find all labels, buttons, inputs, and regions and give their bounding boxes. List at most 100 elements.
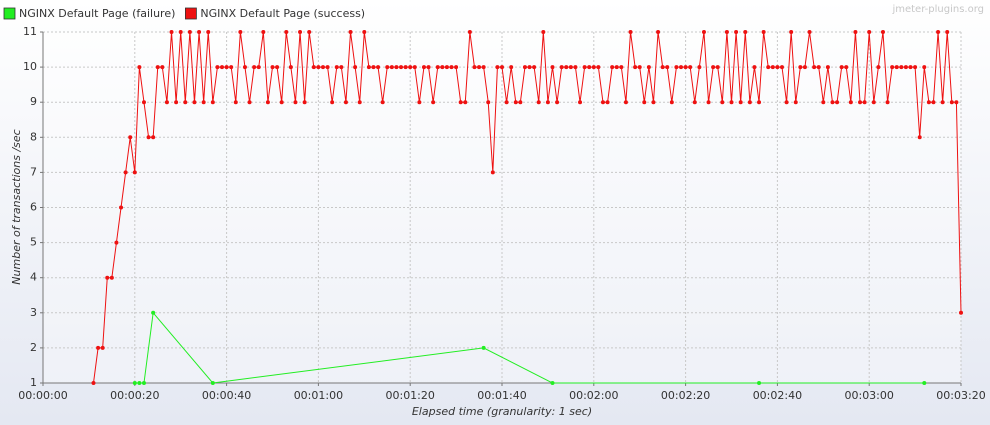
data-point: [894, 65, 899, 70]
data-point: [766, 65, 771, 70]
data-point: [899, 65, 904, 70]
data-point: [784, 100, 789, 105]
data-point: [458, 100, 463, 105]
data-point: [320, 65, 325, 70]
data-point: [481, 65, 486, 70]
data-point: [802, 65, 807, 70]
data-point: [206, 30, 211, 34]
data-point: [559, 65, 564, 70]
data-point: [105, 275, 110, 280]
data-point: [660, 65, 665, 70]
data-point: [477, 65, 482, 70]
data-point: [357, 100, 362, 105]
data-point: [637, 65, 642, 70]
data-point: [697, 65, 702, 70]
data-point: [954, 100, 959, 105]
data-point: [568, 65, 573, 70]
legend-label: NGINX Default Page (failure): [19, 7, 175, 20]
data-point: [495, 65, 500, 70]
data-point: [591, 65, 596, 70]
data-point: [701, 30, 706, 34]
x-tick-label: 00:02:00: [569, 389, 618, 402]
data-point: [761, 30, 766, 34]
data-point: [922, 381, 927, 385]
data-point: [536, 100, 541, 105]
data-point: [720, 100, 725, 105]
data-point: [412, 65, 417, 70]
data-point: [220, 65, 225, 70]
watermark: jmeter-plugins.org: [891, 4, 984, 15]
data-point: [555, 100, 560, 105]
data-point: [481, 345, 486, 350]
data-point: [123, 170, 128, 175]
data-point: [669, 100, 674, 105]
data-point: [913, 65, 918, 70]
data-point: [779, 65, 784, 70]
series-line: [92, 31, 962, 384]
data-point: [830, 100, 835, 105]
data-point: [187, 30, 192, 34]
data-point: [936, 30, 941, 34]
x-tick-label: 00:01:20: [385, 389, 434, 402]
data-point: [472, 65, 477, 70]
data-point: [242, 65, 247, 70]
data-point: [449, 65, 454, 70]
data-point: [619, 65, 624, 70]
data-point: [651, 100, 656, 105]
y-tick-label: 2: [30, 341, 37, 354]
data-point: [330, 100, 335, 105]
data-point: [151, 135, 156, 140]
data-point: [683, 65, 688, 70]
data-point: [642, 100, 647, 105]
data-point: [137, 65, 142, 70]
y-tick-label: 6: [30, 201, 37, 214]
data-point: [945, 30, 950, 34]
data-point: [132, 170, 137, 175]
data-point: [600, 100, 605, 105]
data-point: [431, 100, 436, 105]
data-point: [605, 100, 610, 105]
data-point: [284, 30, 289, 34]
data-point: [174, 100, 179, 105]
data-point: [270, 65, 275, 70]
data-point: [100, 345, 105, 350]
data-point: [527, 65, 532, 70]
data-point: [821, 100, 826, 105]
data-point: [940, 100, 945, 105]
data-point: [293, 100, 298, 105]
data-point: [256, 65, 261, 70]
data-point: [114, 240, 119, 245]
data-point: [752, 65, 757, 70]
data-point: [880, 30, 885, 34]
data-point: [867, 30, 872, 34]
data-point: [164, 100, 169, 105]
data-point: [596, 65, 601, 70]
data-point: [169, 30, 174, 34]
data-point: [229, 65, 234, 70]
data-point: [141, 100, 146, 105]
y-tick-label: 8: [30, 130, 37, 143]
data-point: [573, 65, 578, 70]
data-point: [876, 65, 881, 70]
data-point: [128, 135, 133, 140]
data-point: [343, 100, 348, 105]
data-point: [371, 65, 376, 70]
data-point: [688, 65, 693, 70]
data-point: [421, 65, 426, 70]
data-point: [564, 65, 569, 70]
data-point: [389, 65, 394, 70]
data-point: [440, 65, 445, 70]
legend-swatch: [3, 7, 16, 20]
data-point: [582, 65, 587, 70]
data-point: [348, 30, 353, 34]
data-point: [339, 65, 344, 70]
data-point: [247, 100, 252, 105]
data-point: [307, 30, 312, 34]
data-point: [770, 65, 775, 70]
data-point: [261, 30, 266, 34]
x-tick-label: 00:02:40: [753, 389, 802, 402]
data-point: [178, 30, 183, 34]
data-point: [628, 30, 633, 34]
data-point: [848, 100, 853, 105]
